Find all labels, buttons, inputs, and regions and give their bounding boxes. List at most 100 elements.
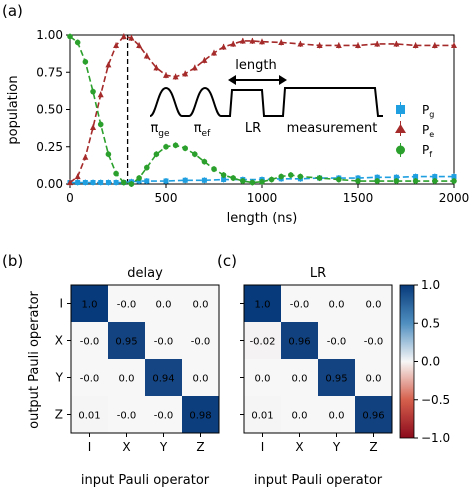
point-f xyxy=(105,151,112,157)
point-f xyxy=(374,178,381,184)
point-f xyxy=(393,178,400,184)
point-f xyxy=(268,176,275,183)
point-e xyxy=(113,42,120,49)
point-e xyxy=(316,42,323,49)
heatmap-cell-value: 0.01 xyxy=(251,411,273,422)
heatmap-x-tick-label: I xyxy=(261,440,265,454)
heatmap-cell xyxy=(71,285,108,322)
heatmap-cell xyxy=(244,396,281,433)
colorbar-ticks: 1.0 0.5 0.0 −0.5 −1.0 xyxy=(414,278,450,445)
x-tick-label-a: 1500 xyxy=(343,191,374,205)
point-e xyxy=(67,179,73,186)
point-e xyxy=(230,40,237,47)
heatmap-cell-value: 0.0 xyxy=(329,300,345,311)
point-g xyxy=(451,174,457,180)
point-f xyxy=(172,142,179,149)
point-g xyxy=(90,180,96,186)
heatmap-cell xyxy=(355,359,392,396)
heatmap-cell-value: -0.0 xyxy=(80,374,100,385)
heatmap-cell xyxy=(355,322,392,359)
heatmap-x-tick-label: Y xyxy=(332,440,341,454)
heatmap-cell xyxy=(182,322,219,359)
heatmap-cell xyxy=(145,359,182,396)
heatmap-y-tick-label: Z xyxy=(55,408,63,422)
point-f xyxy=(355,178,361,184)
heatmap-cell-value: 0.0 xyxy=(255,374,271,385)
heatmap-b-x-axis-label: input Pauli operator xyxy=(81,473,210,488)
point-f xyxy=(288,172,294,178)
point-g xyxy=(221,177,227,183)
heatmap-cell xyxy=(182,396,219,433)
heatmap-cell-value: 0.0 xyxy=(156,300,172,311)
point-f xyxy=(67,33,73,40)
heatmap-cell xyxy=(318,359,355,396)
x-axis-label-a: length (ns) xyxy=(227,211,298,226)
point-f xyxy=(120,179,127,186)
colorbar xyxy=(399,284,415,439)
point-f xyxy=(432,178,438,184)
point-g xyxy=(374,174,380,180)
heatmap-cell xyxy=(355,285,392,322)
length-arrow-left-head xyxy=(228,75,236,85)
point-e xyxy=(90,124,97,130)
point-e xyxy=(249,37,256,44)
point-f xyxy=(201,158,208,165)
y-tick-label-a: 0.00 xyxy=(36,177,63,191)
point-f xyxy=(192,151,198,157)
heatmap-b: 1.0 -0.0 0.0 0.0 -0.0 0.95 -0.0 -0.0 -0.0 0.0 0.94… xyxy=(55,284,220,454)
point-f xyxy=(220,172,227,178)
point-g xyxy=(82,180,88,186)
point-f xyxy=(182,145,188,152)
heatmap-cell-value: 0.0 xyxy=(366,300,382,311)
point-f xyxy=(144,164,150,171)
point-f xyxy=(113,170,119,177)
point-e xyxy=(191,64,198,71)
heatmap-y-tick-label: I xyxy=(59,297,63,311)
heatmap-cell-value: 1.0 xyxy=(82,300,98,311)
heatmap-cell-value: 0.0 xyxy=(119,374,135,385)
heatmap-cell xyxy=(108,396,145,433)
point-e xyxy=(211,49,217,56)
heatmap-cell-value: -0.0 xyxy=(117,300,137,311)
point-e xyxy=(143,52,150,59)
pulse-sequence-inset: length πge πef LR measurement xyxy=(149,58,383,139)
heatmap-cell xyxy=(281,396,318,433)
point-e xyxy=(105,61,112,68)
colorbar-tick-label: −1.0 xyxy=(421,431,450,445)
heatmap-cell xyxy=(318,322,355,359)
heatmap-cell-value: -0.0 xyxy=(290,300,310,311)
heatmap-cell-value: -0.0 xyxy=(364,337,384,348)
point-f xyxy=(82,59,89,65)
heatmap-x-tick-label: I xyxy=(88,440,92,454)
heatmap-cell xyxy=(71,396,108,433)
point-e xyxy=(239,37,246,44)
point-f xyxy=(128,181,135,187)
colorbar-tick-label: 0.5 xyxy=(421,316,440,330)
point-f xyxy=(259,178,265,185)
point-g xyxy=(432,174,438,180)
heatmap-cell xyxy=(281,359,318,396)
point-g xyxy=(201,177,207,183)
heatmap-cell xyxy=(182,285,219,322)
point-f xyxy=(249,179,256,186)
point-g xyxy=(105,180,111,186)
heatmap-cell xyxy=(281,285,318,322)
point-g xyxy=(98,180,104,186)
heatmap-cell-value: 0.0 xyxy=(366,374,382,385)
heatmap-x-tick-label: X xyxy=(122,440,130,454)
heatmap-cell xyxy=(145,396,182,433)
heatmap-cell-value: 0.95 xyxy=(115,337,137,348)
point-e xyxy=(74,173,81,180)
heatmap-frame xyxy=(70,284,220,434)
point-e xyxy=(431,42,438,49)
heatmap-cell xyxy=(145,285,182,322)
heatmap-cell xyxy=(244,285,281,322)
point-f xyxy=(240,178,246,184)
point-f xyxy=(230,175,236,181)
point-e xyxy=(201,57,208,63)
point-e xyxy=(412,42,419,49)
point-e xyxy=(97,91,104,98)
heatmap-x-tick-label: Z xyxy=(369,440,377,454)
heatmap-cell-value: 0.94 xyxy=(152,374,174,385)
